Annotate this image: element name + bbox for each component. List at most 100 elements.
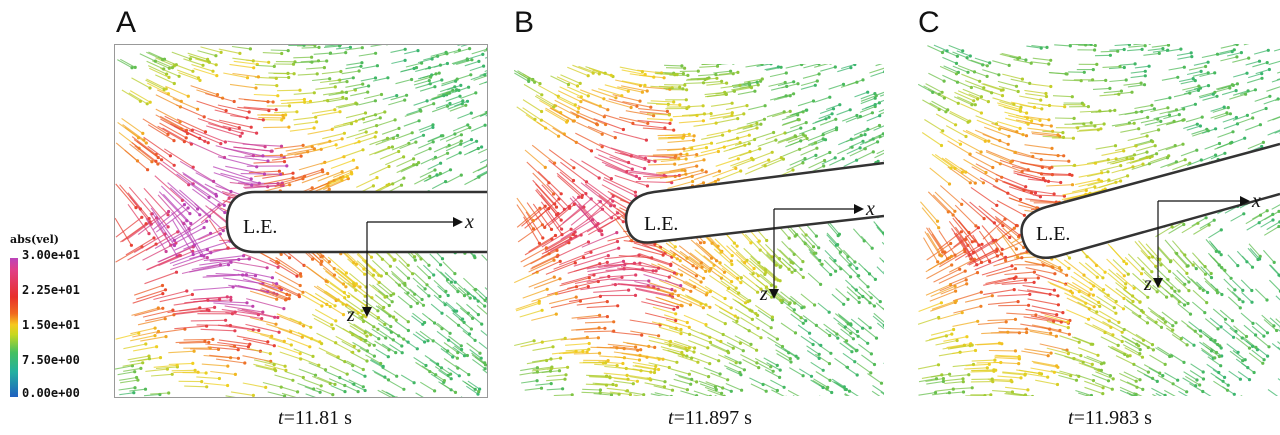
velocity-vector	[414, 76, 431, 83]
velocity-vector	[789, 158, 806, 166]
velocity-vector-head	[324, 279, 328, 283]
velocity-vector	[246, 298, 285, 310]
velocity-vector	[723, 263, 742, 279]
velocity-vector-head	[685, 320, 689, 325]
velocity-vector-head	[431, 140, 435, 144]
velocity-vector-head	[333, 382, 337, 386]
velocity-vector-head	[548, 369, 553, 373]
velocity-vector-head	[454, 79, 458, 83]
velocity-vector-head	[298, 283, 302, 288]
velocity-vector-head	[182, 203, 187, 207]
velocity-vector	[413, 80, 430, 86]
velocity-vector	[437, 89, 453, 96]
velocity-vector	[644, 312, 676, 322]
velocity-vector-head	[265, 266, 269, 270]
velocity-vector	[1137, 339, 1154, 351]
velocity-vector-head	[372, 343, 376, 347]
velocity-vector	[879, 112, 884, 115]
velocity-vector	[465, 385, 479, 395]
velocity-vector-head	[223, 210, 227, 215]
velocity-vector-head	[403, 58, 407, 62]
velocity-vector-head	[563, 336, 567, 340]
velocity-vector-head	[685, 348, 689, 353]
velocity-vector	[323, 290, 344, 305]
velocity-vector	[532, 346, 554, 351]
velocity-vector-head	[232, 344, 237, 348]
velocity-vector-head	[531, 219, 535, 223]
velocity-vector	[987, 318, 1016, 322]
velocity-vector	[662, 348, 684, 356]
velocity-vector	[260, 333, 285, 342]
velocity-vector	[942, 49, 958, 57]
velocity-vector-head	[721, 332, 725, 337]
velocity-vector-head	[414, 66, 419, 70]
velocity-vector-head	[1211, 92, 1215, 96]
velocity-vector	[155, 74, 175, 85]
velocity-vector	[749, 257, 767, 273]
velocity-vector-head	[774, 263, 778, 267]
velocity-vector-head	[399, 183, 404, 187]
velocity-vector	[279, 351, 301, 360]
velocity-vector-head	[759, 79, 763, 83]
velocity-vector-head	[271, 100, 275, 104]
velocity-vector	[548, 149, 575, 169]
velocity-vector-head	[1003, 217, 1007, 221]
velocity-vector	[712, 167, 736, 178]
velocity-vector	[1054, 352, 1075, 360]
velocity-vector-head	[250, 183, 254, 187]
velocity-vector-head	[161, 306, 165, 310]
velocity-vector-head	[794, 354, 798, 358]
velocity-vector-head	[1012, 288, 1016, 292]
velocity-vector	[545, 107, 568, 122]
velocity-vector	[1253, 49, 1269, 55]
velocity-vector-head	[776, 65, 780, 69]
velocity-vector	[732, 159, 754, 169]
velocity-vector	[223, 277, 263, 285]
velocity-vector	[786, 306, 802, 319]
velocity-vector	[613, 130, 647, 141]
velocity-vector-head	[883, 70, 884, 74]
velocity-vector-head	[755, 348, 759, 352]
velocity-vector-head	[1086, 105, 1090, 109]
velocity-vector-head	[995, 179, 999, 183]
velocity-vector	[622, 341, 649, 347]
velocity-vector-head	[861, 294, 865, 299]
velocity-vector-head	[1138, 352, 1142, 356]
velocity-vector-head	[355, 166, 359, 170]
velocity-vector-head	[738, 361, 742, 365]
velocity-vector	[443, 358, 459, 369]
velocity-vector	[655, 296, 682, 306]
velocity-vector-head	[448, 101, 452, 106]
velocity-vector	[314, 308, 337, 322]
velocity-vector-head	[477, 59, 481, 63]
velocity-vector-head	[390, 300, 394, 304]
velocity-vector	[436, 169, 451, 178]
velocity-vector	[375, 305, 391, 317]
velocity-vector-head	[610, 216, 614, 220]
velocity-vector	[391, 273, 406, 286]
velocity-vector-head	[848, 263, 852, 267]
velocity-vector	[1005, 392, 1026, 396]
velocity-vector	[1130, 75, 1146, 79]
velocity-vector	[160, 185, 191, 214]
velocity-vector	[427, 79, 442, 85]
velocity-vector	[1230, 213, 1245, 222]
velocity-vector-head	[762, 117, 767, 121]
velocity-vector	[876, 322, 884, 330]
velocity-vector	[237, 106, 269, 112]
velocity-vector-head	[815, 146, 819, 150]
velocity-vector-head	[770, 315, 774, 319]
velocity-vector-head	[1099, 362, 1104, 366]
velocity-vector	[766, 253, 781, 268]
velocity-vector	[1178, 78, 1194, 83]
velocity-vector	[1249, 248, 1261, 260]
velocity-vector	[881, 241, 884, 245]
velocity-vector-head	[1231, 130, 1235, 134]
velocity-vector-head	[1215, 94, 1219, 98]
velocity-vector	[435, 268, 448, 280]
velocity-vector-head	[205, 256, 209, 260]
velocity-vector	[1240, 279, 1253, 291]
velocity-vector-head	[255, 165, 259, 169]
velocity-vector-head	[830, 390, 834, 395]
velocity-vector	[732, 320, 750, 332]
